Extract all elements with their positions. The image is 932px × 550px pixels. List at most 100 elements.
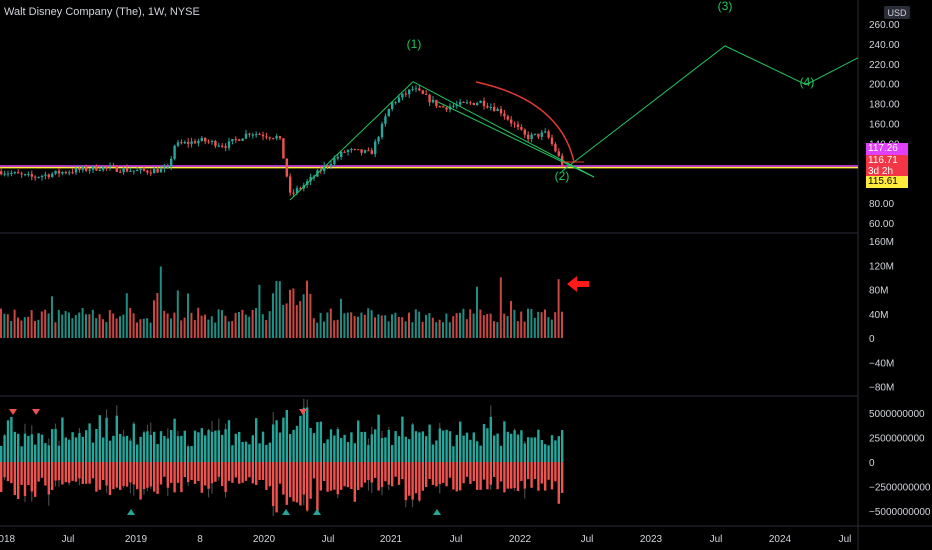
- candle-body: [119, 171, 122, 173]
- volume-bar: [180, 320, 183, 338]
- volume-bar: [207, 319, 210, 338]
- osc-bar-neg: [455, 462, 458, 492]
- time-tick-label: Jul: [322, 534, 335, 545]
- volume-bar: [255, 308, 257, 338]
- osc-bar-neg: [278, 462, 282, 484]
- candle-body: [394, 102, 397, 104]
- candle-body: [3, 173, 6, 175]
- resistance-arc: [475, 81, 575, 163]
- candle-body: [248, 133, 251, 135]
- candle-body: [197, 140, 200, 144]
- osc-bar-neg: [401, 462, 404, 480]
- osc-bar-pos: [391, 445, 394, 462]
- osc-bar-neg: [95, 462, 98, 492]
- volume-bar: [30, 310, 33, 338]
- candle-body: [547, 131, 550, 138]
- osc-bar-pos: [421, 431, 424, 462]
- osc-bar-neg: [326, 462, 329, 492]
- price-tick-label: 240.00: [869, 40, 900, 51]
- osc-bar-pos: [122, 436, 125, 462]
- osc-bar-neg: [550, 462, 554, 490]
- candle-body: [159, 168, 163, 173]
- volume-bar: [438, 319, 441, 338]
- osc-bar-pos: [268, 442, 271, 462]
- osc-bar-neg: [47, 462, 50, 495]
- volume-bar: [445, 313, 448, 338]
- volume-bar: [40, 311, 43, 338]
- candle-body: [210, 141, 214, 143]
- volume-bar: [37, 319, 40, 338]
- volume-bar: [13, 309, 16, 338]
- osc-bar-neg: [108, 462, 112, 496]
- osc-bar-pos: [489, 416, 492, 462]
- osc-bar-pos: [523, 443, 526, 462]
- candle-body: [258, 134, 261, 136]
- osc-bar-pos: [377, 414, 380, 462]
- osc-bar-pos: [142, 432, 146, 462]
- osc-bar-pos: [47, 445, 50, 462]
- osc-bar-neg: [197, 462, 200, 482]
- candle-body: [44, 174, 47, 176]
- candle-body: [520, 127, 523, 130]
- osc-bar-pos: [20, 446, 23, 462]
- candle-body: [272, 138, 275, 140]
- volume-bar: [61, 314, 64, 338]
- candle-body: [506, 116, 509, 120]
- osc-bar-pos: [34, 444, 37, 462]
- candle-body: [377, 137, 380, 142]
- osc-bar-pos: [51, 429, 54, 462]
- osc-bar-pos: [431, 444, 435, 462]
- volume-bar: [159, 266, 162, 338]
- volume-bar: [64, 311, 67, 338]
- candle-body: [91, 166, 95, 170]
- osc-bar-neg: [221, 462, 224, 487]
- volume-bar: [248, 316, 251, 338]
- osc-bar-neg: [476, 462, 479, 490]
- volume-bar: [95, 318, 98, 338]
- osc-bar-pos: [537, 429, 540, 462]
- osc-bar-pos: [197, 432, 200, 462]
- osc-bar-pos: [156, 444, 159, 462]
- osc-bar-neg: [377, 462, 380, 491]
- osc-bar-pos: [418, 432, 421, 462]
- osc-bar-pos: [292, 429, 295, 462]
- osc-bar-neg: [258, 462, 261, 480]
- osc-bar-neg: [448, 462, 452, 478]
- candle-body: [397, 97, 401, 103]
- volume-bar: [17, 317, 19, 338]
- osc-bar-pos: [173, 418, 176, 462]
- candle-body: [176, 142, 180, 146]
- candle-body: [384, 116, 387, 124]
- candle-body: [326, 165, 329, 167]
- currency-label: USD: [887, 8, 907, 18]
- osc-bar-neg: [391, 462, 394, 487]
- osc-bar-neg: [479, 462, 482, 490]
- osc-bar-neg: [176, 462, 180, 483]
- osc-bar-neg: [363, 462, 367, 483]
- osc-bar-pos: [448, 431, 452, 462]
- candle-body: [401, 93, 404, 98]
- volume-bar: [411, 322, 414, 338]
- volume-bar: [125, 293, 128, 338]
- red-arrow-icon: [567, 276, 589, 292]
- candle-body: [200, 137, 203, 141]
- osc-bar-pos: [445, 429, 448, 462]
- volume-bar: [238, 311, 240, 338]
- osc-bar-neg: [404, 462, 407, 501]
- candle-body: [486, 105, 489, 108]
- osc-bar-pos: [323, 443, 326, 462]
- volume-bar: [340, 298, 342, 338]
- candle-body: [428, 94, 431, 103]
- volume-bar: [391, 314, 393, 338]
- candle-body: [85, 166, 88, 171]
- osc-bar-neg: [489, 462, 492, 485]
- osc-bar-pos: [428, 424, 431, 462]
- candle-body: [503, 113, 506, 117]
- candle-body: [234, 139, 237, 141]
- osc-bar-neg: [411, 462, 414, 500]
- osc-bar-neg: [85, 462, 88, 484]
- osc-bar-neg: [193, 462, 197, 484]
- wave-label: (3): [718, 0, 733, 13]
- volume-bar: [153, 300, 155, 338]
